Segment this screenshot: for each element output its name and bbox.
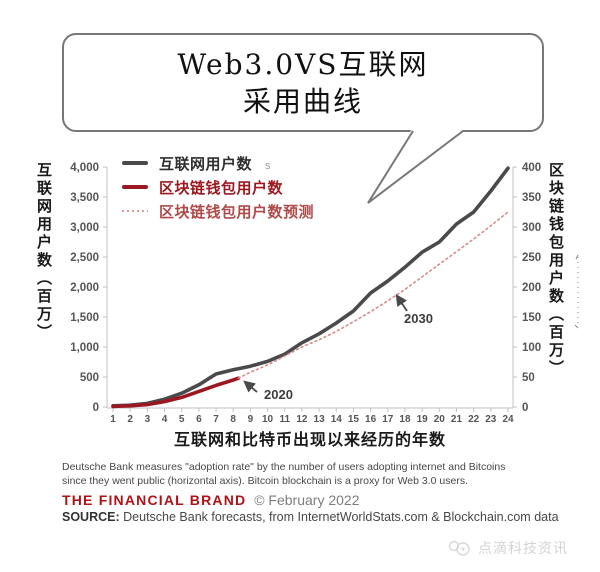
right-axis-tick-label: 150 — [522, 312, 541, 324]
left-axis-tick-label: 3,500 — [70, 192, 99, 204]
legend-label: 区块链钱包用户数 — [159, 179, 284, 197]
left-axis-tick-label: 1,500 — [70, 312, 99, 324]
right-axis-tick-label: 350 — [522, 192, 541, 204]
right-axis-tick-label: 250 — [522, 252, 541, 264]
speech-bubble: Web3.0VS互联网 采用曲线 — [62, 33, 544, 132]
x-axis-tick-label: 10 — [262, 414, 274, 425]
left-axis-tick-label: 2,500 — [70, 252, 99, 264]
right-axis-title: 区块链钱包用户数（百万） — [547, 162, 564, 378]
legend-label: 区块链钱包用户数预测 — [159, 203, 315, 221]
left-axis-title: 互联网用户数（百万） — [35, 162, 52, 342]
annotation-arrow-2030 — [395, 294, 408, 312]
x-axis-tick-label: 12 — [296, 414, 308, 425]
left-axis-tick-label: 3,000 — [70, 222, 99, 234]
bubble-title-line2: 采用曲线 — [242, 84, 363, 118]
speech-bubble-tail-fill — [368, 129, 464, 203]
series-line-区块链钱包用户数预测 — [237, 211, 509, 380]
annotation-arrow-2020 — [243, 380, 258, 393]
x-axis-title: 互联网和比特币出现以来经历的年数 — [173, 432, 446, 449]
legend-item-internet: 互联网用户数 — [122, 151, 314, 175]
brand-copyright: © February 2022 — [254, 492, 360, 508]
x-axis-tick-label: 21 — [451, 414, 463, 425]
legend-item-wallet: 区块链钱包用户数 — [122, 175, 314, 199]
dashed-arrow-artifact-tips — [574, 254, 579, 329]
left-axis-tick-label: 500 — [80, 372, 99, 384]
left-axis-tick-label: 4,000 — [70, 162, 99, 174]
x-axis-tick-label: 13 — [314, 414, 326, 425]
right-axis-tick-label: 300 — [522, 222, 541, 234]
x-axis-tick-label: 17 — [382, 414, 394, 425]
footnote-line1: Deutsche Bank measures "adoption rate" b… — [62, 461, 506, 473]
x-axis-tick-label: 1 — [110, 414, 116, 425]
left-axis-tick-label: 2,000 — [70, 282, 99, 294]
x-axis-tick-label: 9 — [248, 414, 254, 425]
right-axis-tick-label: 50 — [522, 372, 535, 384]
x-axis-tick-label: 6 — [196, 414, 202, 425]
x-axis-tick-label: 7 — [213, 414, 219, 425]
left-axis-tick-label: 1,000 — [70, 342, 99, 354]
droplet-logo-icon — [448, 540, 470, 556]
right-axis-tick-label: 0 — [522, 402, 528, 414]
legend-swatch-internet-line — [122, 161, 148, 165]
right-axis-tick-label: 400 — [522, 162, 541, 174]
source-line: SOURCE: Deutsche Bank forecasts, from In… — [62, 510, 559, 524]
footnote-line2: since they went public (horizontal axis)… — [62, 475, 468, 487]
legend-item-wallet-forecast: 区块链钱包用户数预测 — [122, 199, 314, 223]
footnote: Deutsche Bank measures "adoption rate" b… — [62, 460, 505, 488]
watermark: 点滴科技资讯 — [447, 538, 568, 558]
x-axis-tick-label: 8 — [230, 414, 236, 425]
bubble-title-line1: Web3.0VS互联网 — [177, 47, 429, 81]
x-axis-tick-label: 24 — [502, 414, 514, 425]
right-axis-tick-label: 100 — [522, 342, 541, 354]
legend-swatch-forecast-line — [122, 210, 148, 212]
x-axis-tick-label: 11 — [279, 414, 290, 425]
x-axis-tick-label: 22 — [468, 414, 480, 425]
legend-label: 互联网用户数 — [159, 155, 253, 173]
speech-bubble-tail-outline — [367, 130, 464, 204]
source-label: SOURCE: — [62, 510, 120, 524]
legend-swatch-wallet-line — [122, 185, 148, 189]
left-axis-tick-label: 0 — [93, 402, 99, 414]
x-axis-tick-label: 4 — [162, 414, 168, 425]
annotation-label-2030: 2030 — [404, 311, 433, 326]
x-axis-tick-label: 2 — [127, 414, 133, 425]
x-axis-tick-label: 15 — [348, 414, 360, 425]
watermark-text: 点滴科技资讯 — [478, 540, 568, 556]
x-axis-tick-label: 16 — [365, 414, 377, 425]
x-axis-tick-label: 14 — [331, 414, 343, 425]
x-axis-tick-label: 18 — [399, 414, 411, 425]
source-text: Deutsche Bank forecasts, from InternetWo… — [123, 510, 559, 524]
x-axis-tick-label: 3 — [145, 414, 151, 425]
chart-legend: 互联网用户数 区块链钱包用户数 区块链钱包用户数预测 — [122, 151, 314, 223]
x-axis-tick-label: 19 — [417, 414, 429, 425]
brand-name: THE FINANCIAL BRAND — [62, 492, 247, 508]
x-axis-tick-label: 5 — [179, 414, 185, 425]
brand-line: THE FINANCIAL BRAND © February 2022 — [62, 492, 359, 508]
series-line-区块链钱包用户数 — [111, 376, 241, 409]
x-axis-tick-label: 20 — [434, 414, 446, 425]
right-axis-tick-label: 200 — [522, 282, 541, 294]
x-axis-tick-label: 23 — [485, 414, 497, 425]
stray-text-artifact: s — [265, 160, 271, 172]
annotation-label-2020: 2020 — [264, 387, 293, 402]
